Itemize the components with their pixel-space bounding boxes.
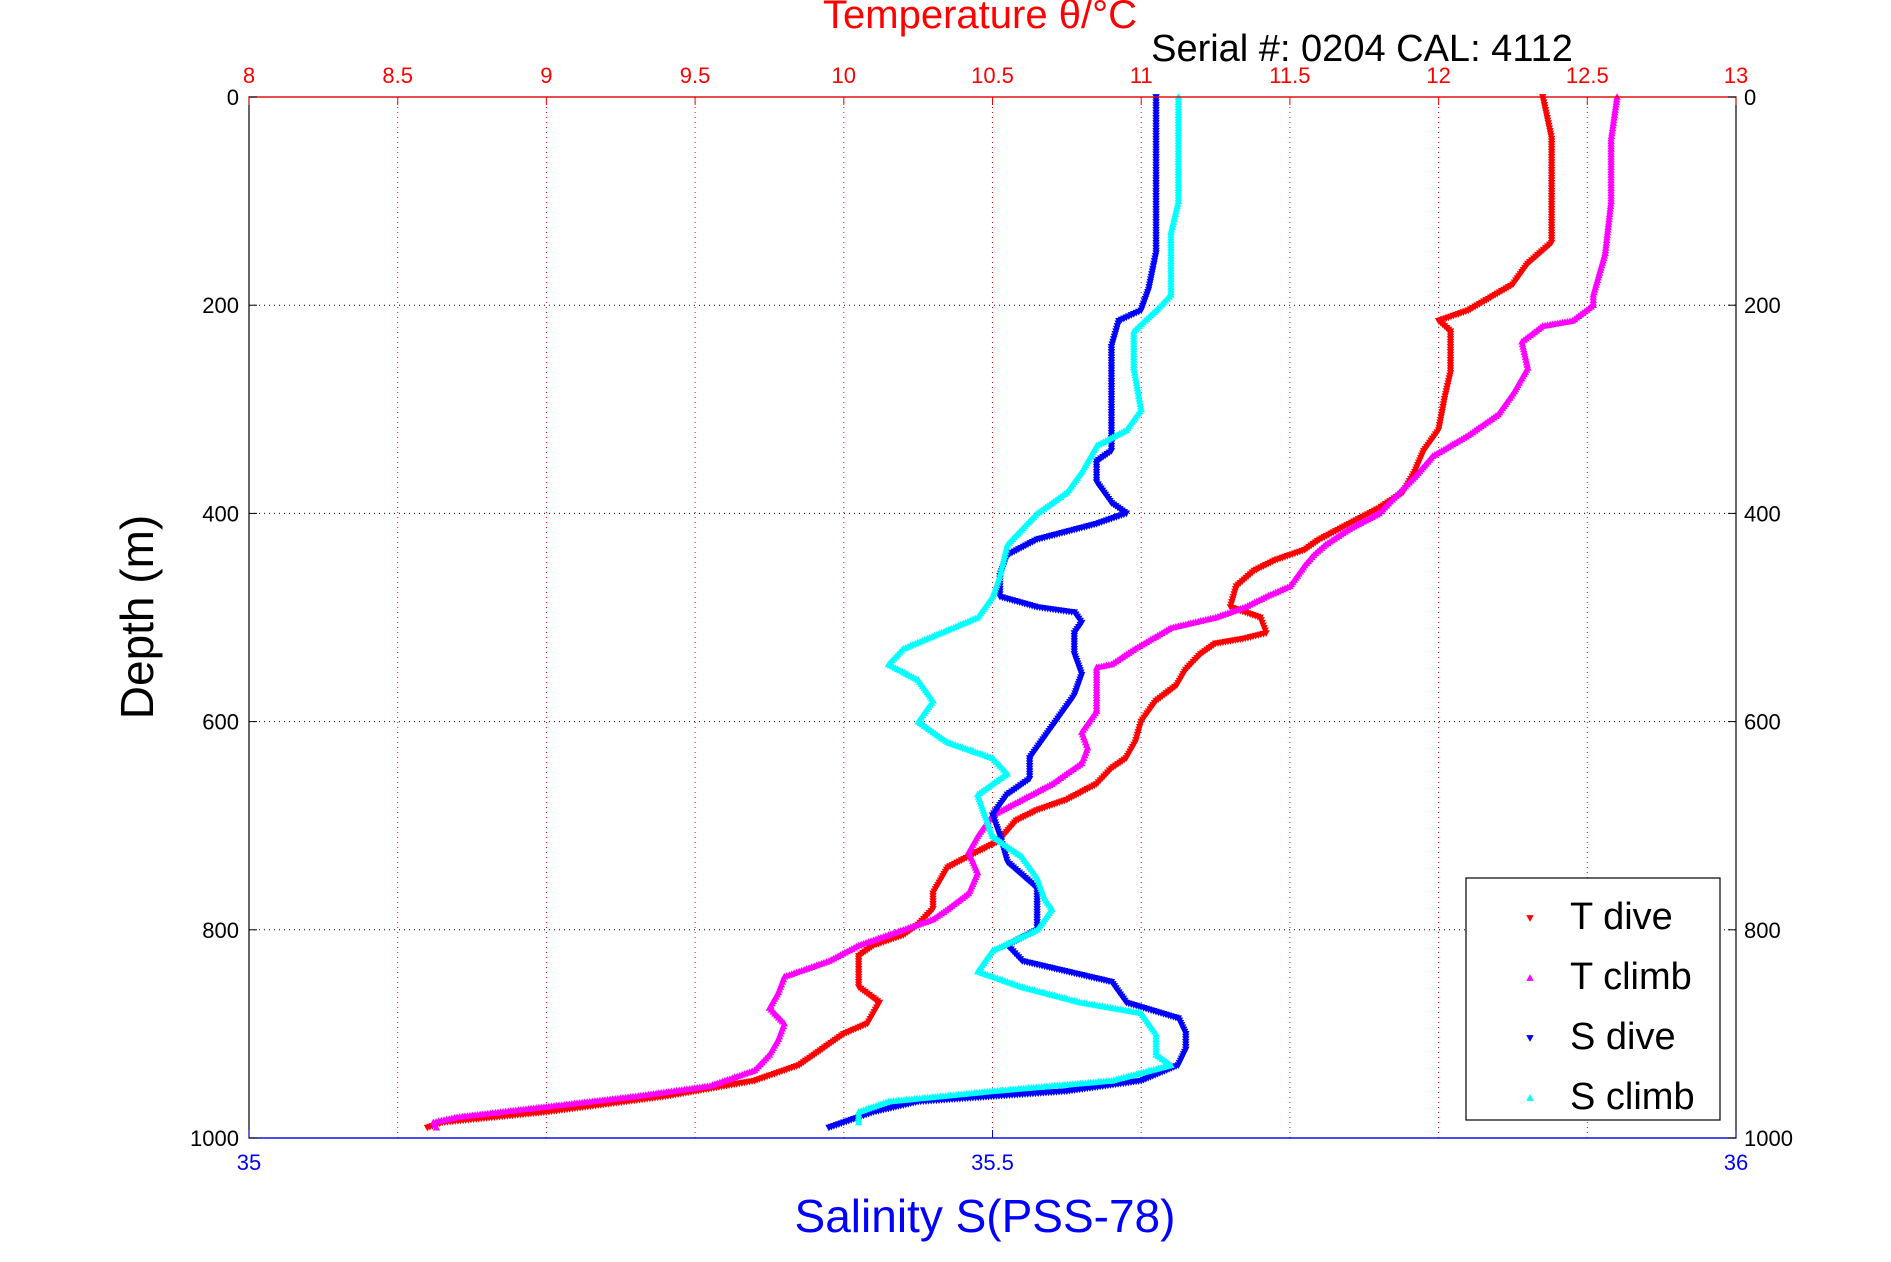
legend-label-s-dive: S dive [1570, 1016, 1676, 1058]
serial-label: Serial #: 0204 CAL: 4112 [1151, 28, 1573, 70]
depth-tick-label-right: 600 [1744, 710, 1781, 735]
series-t-climb [429, 93, 1621, 1131]
depth-tick-label-right: 400 [1744, 501, 1781, 526]
salinity-tick-label: 35 [237, 1150, 261, 1175]
legend-label-s-climb: S climb [1570, 1076, 1695, 1118]
legend-label-t-climb: T climb [1570, 956, 1692, 998]
depth-tick-label-left: 0 [227, 85, 239, 110]
plot-data [423, 93, 1621, 1132]
depth-tick-label-left: 1000 [190, 1126, 239, 1151]
series-s-climb [854, 93, 1183, 1126]
temperature-tick-label: 11 [1130, 63, 1153, 88]
series-s-dive [825, 94, 1190, 1132]
depth-tick-label-left: 600 [202, 710, 239, 735]
data-point-t-dive [423, 1124, 432, 1132]
salinity-axis-title: Salinity S(PSS-78) [795, 1190, 1176, 1242]
temperature-tick-label: 10.5 [971, 63, 1014, 88]
salinity-tick-label: 35.5 [971, 1150, 1014, 1175]
temperature-tick-label: 10 [832, 63, 856, 88]
depth-axis-title: Depth (m) [111, 515, 163, 719]
depth-tick-label-left: 800 [202, 918, 239, 943]
depth-tick-label-left: 200 [202, 293, 239, 318]
temperature-tick-label: 13 [1724, 63, 1748, 88]
legend-marker-t-dive [1526, 915, 1534, 922]
temperature-tick-label: 11.5 [1269, 63, 1310, 88]
legend-marker-t-climb [1526, 974, 1534, 981]
depth-tick-label-left: 400 [202, 501, 239, 526]
depth-tick-label-right: 200 [1744, 293, 1781, 318]
legend-marker-s-dive [1526, 1035, 1534, 1042]
legend-marker-s-climb [1526, 1094, 1534, 1101]
temperature-tick-label: 8 [243, 63, 255, 88]
data-point-s-dive [825, 1124, 833, 1132]
legend-box [1465, 877, 1721, 1121]
temperature-tick-label: 8.5 [382, 63, 413, 88]
ticks: 8 8.5 9 9.5 10 10.5 11 11.5 12 12.5 13 35 35.5 36 0 0 20… [190, 63, 1793, 1175]
temperature-tick-label: 9 [540, 63, 552, 88]
grid [249, 97, 1736, 1138]
legend: T dive T climb S dive S climb [1465, 877, 1721, 1121]
depth-tick-label-right: 1000 [1744, 1126, 1793, 1151]
temperature-tick-label: 9.5 [680, 63, 711, 88]
depth-tick-label-right: 0 [1744, 85, 1756, 110]
salinity-tick-label: 36 [1724, 1150, 1748, 1175]
temperature-tick-label: 12.5 [1566, 63, 1609, 88]
depth-tick-label-right: 800 [1744, 918, 1781, 943]
temperature-tick-label: 12 [1426, 63, 1450, 88]
temperature-axis-title: Temperature θ/°C [823, 0, 1137, 37]
data-point-t-climb [432, 1123, 441, 1131]
legend-label-t-dive: T dive [1570, 896, 1673, 938]
data-point-s-climb [854, 1118, 863, 1126]
